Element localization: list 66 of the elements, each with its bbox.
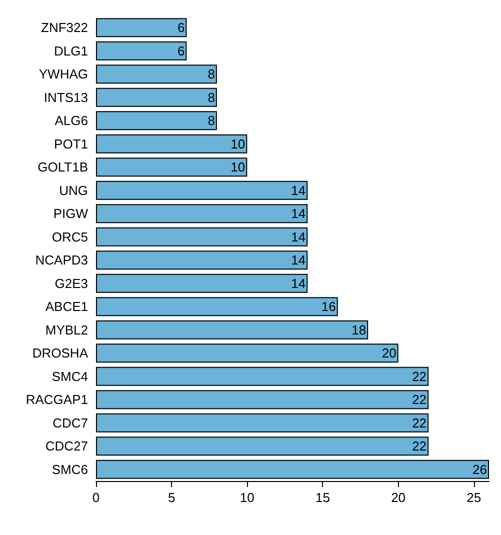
y-tick-label: SMC6 bbox=[52, 462, 88, 477]
bar bbox=[96, 111, 217, 130]
x-tick-label: 5 bbox=[168, 490, 176, 505]
y-tick-label: NCAPD3 bbox=[35, 252, 88, 268]
data-label: 10 bbox=[230, 136, 246, 152]
bar bbox=[96, 180, 308, 200]
y-tick-label: G2E3 bbox=[54, 276, 88, 291]
bar bbox=[96, 460, 489, 479]
y-tick-label: UNG bbox=[59, 182, 88, 198]
data-label: 18 bbox=[352, 322, 366, 338]
bar bbox=[96, 366, 429, 386]
y-tick-label: PIGW bbox=[53, 206, 89, 222]
data-label: 14 bbox=[291, 182, 306, 198]
x-tick-label: 10 bbox=[240, 490, 254, 505]
data-label: 22 bbox=[412, 392, 427, 408]
data-label: 22 bbox=[412, 438, 427, 454]
y-tick-label: ABCE1 bbox=[45, 299, 88, 314]
data-label: 22 bbox=[412, 368, 427, 384]
data-label: 14 bbox=[291, 276, 306, 291]
bar bbox=[96, 41, 187, 60]
bar bbox=[96, 274, 308, 293]
y-tick-label: CDC7 bbox=[52, 415, 88, 430]
data-label: 8 bbox=[208, 90, 215, 105]
y-tick-label: YWHAG bbox=[38, 66, 88, 82]
bar bbox=[96, 297, 338, 316]
y-tick-label: ZNF322 bbox=[41, 20, 88, 36]
x-tick-label: 15 bbox=[315, 490, 330, 505]
y-tick-label: ORC5 bbox=[52, 229, 88, 244]
bar bbox=[96, 227, 308, 246]
data-label: 8 bbox=[208, 66, 215, 82]
y-tick-label: RACGAP1 bbox=[26, 392, 88, 408]
bar bbox=[96, 413, 429, 432]
data-label: 20 bbox=[382, 346, 396, 361]
y-tick-label: DLG1 bbox=[54, 43, 88, 58]
bar bbox=[96, 204, 308, 224]
x-tick-label: 0 bbox=[92, 490, 100, 505]
data-label: 6 bbox=[177, 43, 185, 58]
x-tick-label: 20 bbox=[391, 490, 406, 505]
y-tick-label: INTS13 bbox=[44, 90, 88, 105]
y-tick-label: DROSHA bbox=[32, 346, 88, 361]
data-label: 22 bbox=[412, 415, 427, 430]
x-tick-label: 25 bbox=[466, 490, 482, 505]
data-label: 14 bbox=[291, 229, 306, 244]
bar bbox=[96, 88, 217, 107]
y-tick-label: SMC4 bbox=[52, 368, 88, 384]
data-label: 16 bbox=[321, 299, 336, 314]
bar bbox=[96, 320, 368, 340]
bar bbox=[96, 436, 429, 456]
bar bbox=[96, 390, 429, 410]
y-tick-label: CDC27 bbox=[45, 438, 88, 454]
y-tick-label: MYBL2 bbox=[45, 322, 88, 338]
bar bbox=[96, 344, 398, 363]
data-label: 6 bbox=[177, 20, 185, 36]
data-label: 26 bbox=[472, 462, 487, 477]
bar bbox=[96, 250, 308, 270]
bar bbox=[96, 134, 248, 154]
data-label: 14 bbox=[291, 252, 306, 268]
data-label: 8 bbox=[208, 113, 215, 128]
data-label: 14 bbox=[291, 206, 306, 222]
data-label: 10 bbox=[230, 160, 246, 175]
y-tick-label: GOLT1B bbox=[38, 160, 88, 175]
y-tick-label: ALG6 bbox=[54, 113, 88, 128]
bar bbox=[96, 18, 187, 38]
bar bbox=[96, 64, 217, 84]
bar bbox=[96, 158, 248, 177]
y-tick-label: POT1 bbox=[54, 136, 88, 152]
